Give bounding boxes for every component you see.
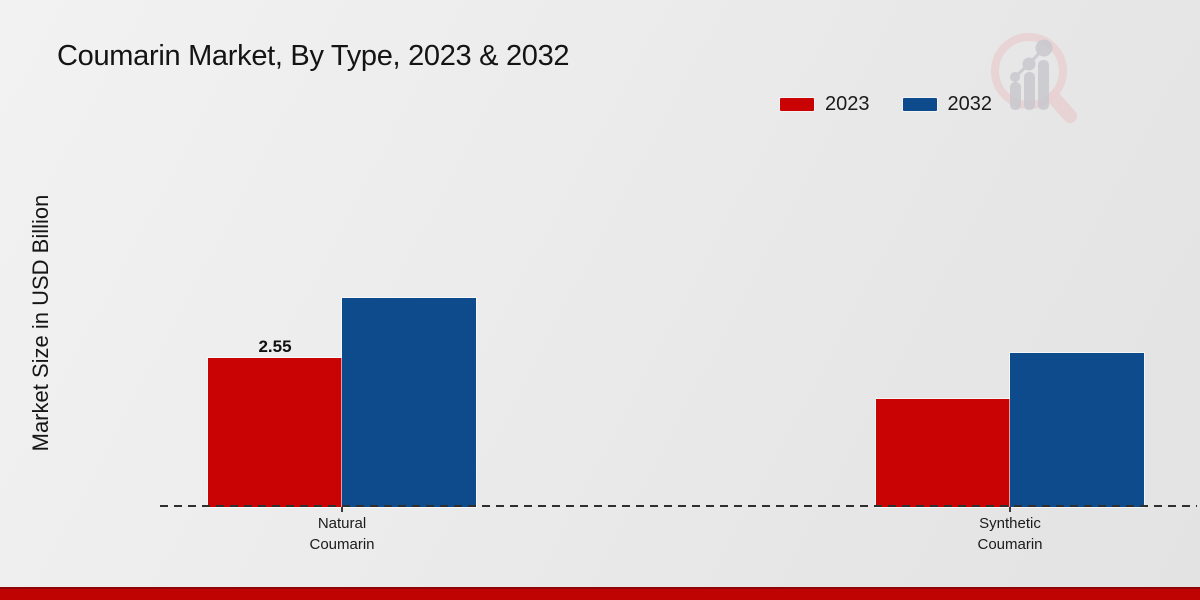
legend-label: 2023 <box>825 92 870 115</box>
x-axis-tick <box>1009 507 1011 512</box>
legend-swatch-2023 <box>780 97 814 111</box>
footer-strip <box>0 587 1200 600</box>
x-axis-tick <box>341 507 343 512</box>
magnifier-bar-chart-logo <box>991 33 1077 123</box>
y-axis-label: Market Size in USD Billion <box>28 194 53 452</box>
chart-title: Coumarin Market, By Type, 2023 & 2032 <box>57 40 570 72</box>
legend: 2023 2032 <box>780 90 992 118</box>
bar-2023-natural-coumarin <box>208 358 342 507</box>
legend-swatch-2032 <box>902 97 937 111</box>
bar-2032-synthetic-coumarin <box>1010 353 1144 507</box>
bar-value-label: 2.55 <box>258 337 292 356</box>
bar-2032-natural-coumarin <box>342 298 476 507</box>
legend-item-2032: 2032 <box>902 92 993 116</box>
x-tick-label: Natural Coumarin <box>309 515 375 553</box>
legend-item-2023: 2023 <box>780 93 870 116</box>
x-tick-label: Synthetic Coumarin <box>977 515 1043 553</box>
legend-label: 2032 <box>947 92 993 115</box>
x-axis-baseline <box>160 505 1197 507</box>
bar-2023-synthetic-coumarin <box>876 399 1010 507</box>
